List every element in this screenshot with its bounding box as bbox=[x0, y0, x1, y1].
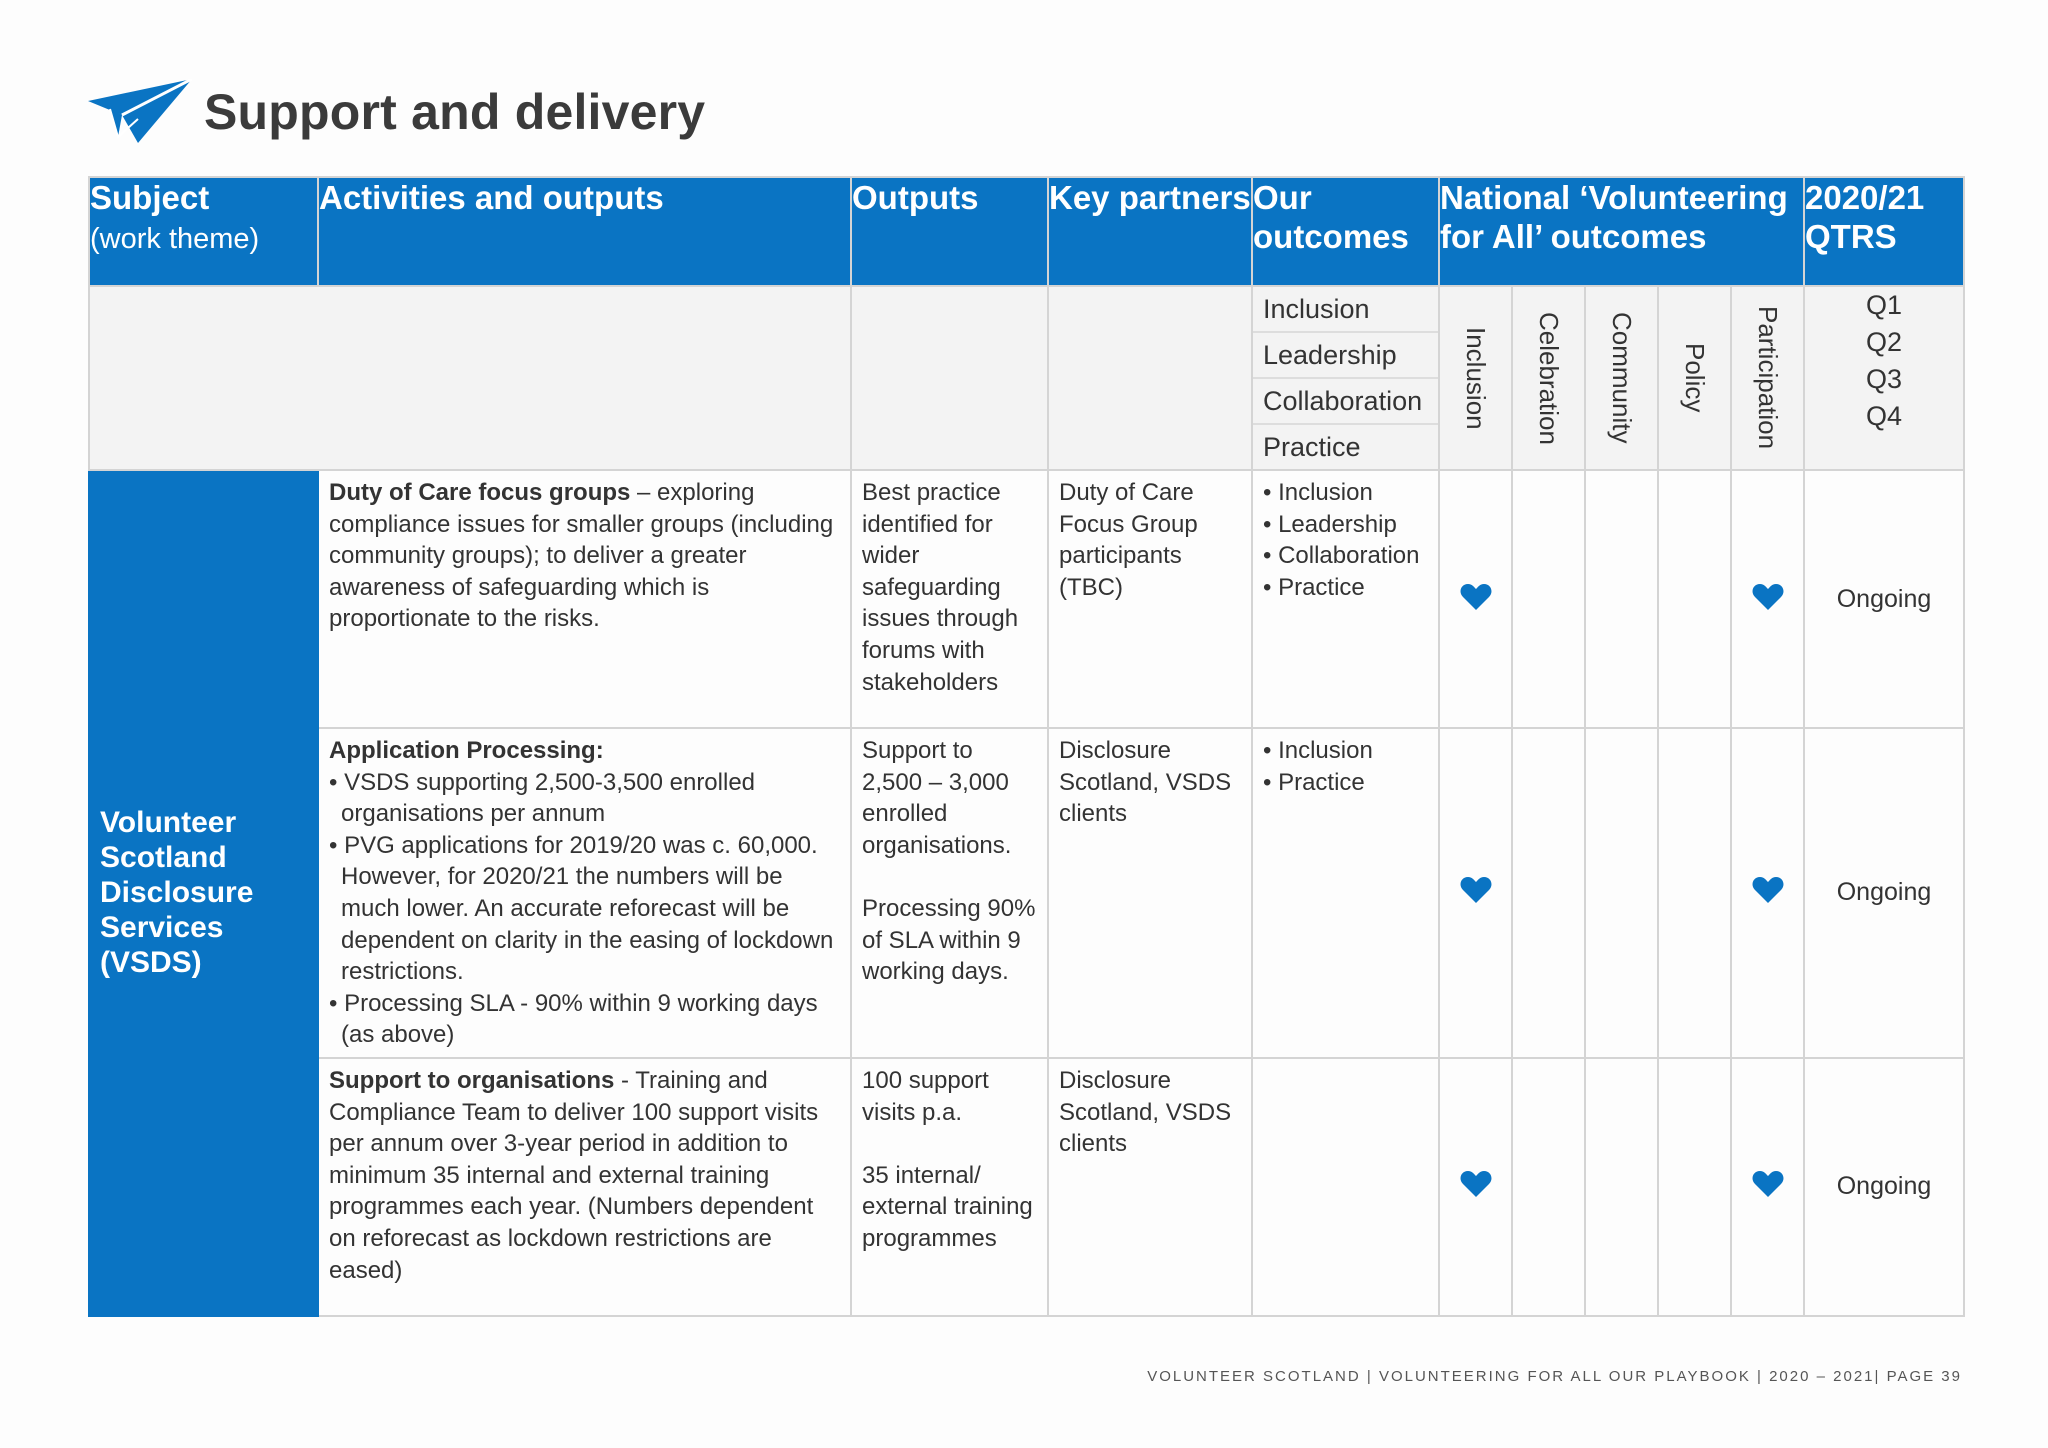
partners-cell: Duty of Care Focus Group participants (T… bbox=[1047, 469, 1253, 729]
our-outcomes-legend: Inclusion Leadership Collaboration Pract… bbox=[1251, 285, 1440, 471]
header-outputs: Outputs bbox=[850, 176, 1049, 287]
heart-icon bbox=[1460, 877, 1491, 904]
policy-mark bbox=[1657, 727, 1732, 1059]
activity-cell: Support to organisations - Training and … bbox=[317, 1056, 852, 1317]
legend-row: Inclusion Leadership Collaboration Pract… bbox=[88, 285, 1965, 471]
outputs-cell: Support to 2,500 – 3,000 enrolled organi… bbox=[850, 727, 1049, 1059]
table-row: Application Processing: • VSDS supportin… bbox=[89, 727, 1965, 1059]
legend-item: Collaboration bbox=[1253, 379, 1438, 425]
outputs-cell: 100 support visits p.a. 35 internal/ ext… bbox=[850, 1056, 1049, 1317]
legend-blank bbox=[88, 285, 852, 471]
heart-icon bbox=[1460, 583, 1491, 610]
policy-mark bbox=[1657, 469, 1732, 729]
our-outcomes-cell: • Inclusion • Leadership • Collaboration… bbox=[1251, 469, 1440, 729]
participation-mark bbox=[1730, 469, 1805, 729]
activity-cell: Application Processing: • VSDS supportin… bbox=[317, 727, 852, 1059]
national-legend-item: Celebration bbox=[1511, 285, 1586, 471]
national-legend-item: Inclusion bbox=[1438, 285, 1513, 471]
quarters-legend: Q1 Q2 Q3 Q4 bbox=[1803, 285, 1965, 471]
legend-blank bbox=[1047, 285, 1253, 471]
partners-cell: Disclosure Scotland, VSDS clients bbox=[1047, 727, 1253, 1059]
partners-cell: Disclosure Scotland, VSDS clients bbox=[1047, 1056, 1253, 1317]
outputs-cell: Best practice identified for wider safeg… bbox=[850, 469, 1049, 729]
our-outcomes-cell bbox=[1251, 1056, 1440, 1317]
inclusion-mark bbox=[1438, 1056, 1513, 1317]
national-legend-item: Policy bbox=[1657, 285, 1732, 471]
header-row: Subject (work theme) Activities and outp… bbox=[88, 176, 1965, 287]
participation-mark bbox=[1730, 727, 1805, 1059]
national-legend-item: Community bbox=[1584, 285, 1659, 471]
legend-blank bbox=[850, 285, 1049, 471]
subject-cell: Volunteer Scotland Disclosure Services (… bbox=[88, 469, 319, 1317]
header-key-partners: Key partners bbox=[1047, 176, 1253, 287]
inclusion-mark bbox=[1438, 469, 1513, 729]
table-row: Volunteer Scotland Disclosure Services (… bbox=[88, 469, 1965, 1317]
status-cell: Ongoing bbox=[1803, 469, 1965, 729]
page-title: Support and delivery bbox=[204, 84, 706, 140]
heart-icon bbox=[1460, 1171, 1491, 1198]
legend-item: Practice bbox=[1263, 432, 1361, 462]
header-our-outcomes: Our outcomes bbox=[1251, 176, 1440, 287]
national-legend-item: Participation bbox=[1730, 285, 1805, 471]
status-cell: Ongoing bbox=[1803, 727, 1965, 1059]
legend-item: Inclusion bbox=[1253, 287, 1438, 333]
page-footer: VOLUNTEER SCOTLAND | VOLUNTEERING FOR AL… bbox=[1147, 1368, 1962, 1385]
header-activities: Activities and outputs bbox=[317, 176, 852, 287]
heart-icon bbox=[1752, 1171, 1783, 1198]
celebration-mark bbox=[1511, 1056, 1586, 1317]
delivery-table: Subject (work theme) Activities and outp… bbox=[88, 176, 1965, 1317]
policy-mark bbox=[1657, 1056, 1732, 1317]
header-national-outcomes: National ‘Volunteering for All’ outcomes bbox=[1438, 176, 1805, 287]
participation-mark bbox=[1730, 1056, 1805, 1317]
celebration-mark bbox=[1511, 469, 1586, 729]
status-cell: Ongoing bbox=[1803, 1056, 1965, 1317]
header-qtrs: 2020/21 QTRS bbox=[1803, 176, 1965, 287]
header-subject: Subject (work theme) bbox=[88, 176, 319, 287]
activity-cell: Duty of Care focus groups – exploring co… bbox=[317, 469, 852, 729]
community-mark bbox=[1584, 727, 1659, 1059]
celebration-mark bbox=[1511, 727, 1586, 1059]
our-outcomes-cell: • Inclusion • Practice bbox=[1251, 727, 1440, 1059]
page-header: Support and delivery bbox=[88, 72, 705, 152]
legend-item: Leadership bbox=[1253, 333, 1438, 379]
inclusion-mark bbox=[1438, 727, 1513, 1059]
heart-icon bbox=[1752, 877, 1783, 904]
paper-plane-icon bbox=[88, 79, 192, 143]
community-mark bbox=[1584, 1056, 1659, 1317]
community-mark bbox=[1584, 469, 1659, 729]
table-row: Support to organisations - Training and … bbox=[89, 1056, 1965, 1317]
heart-icon bbox=[1752, 583, 1783, 610]
